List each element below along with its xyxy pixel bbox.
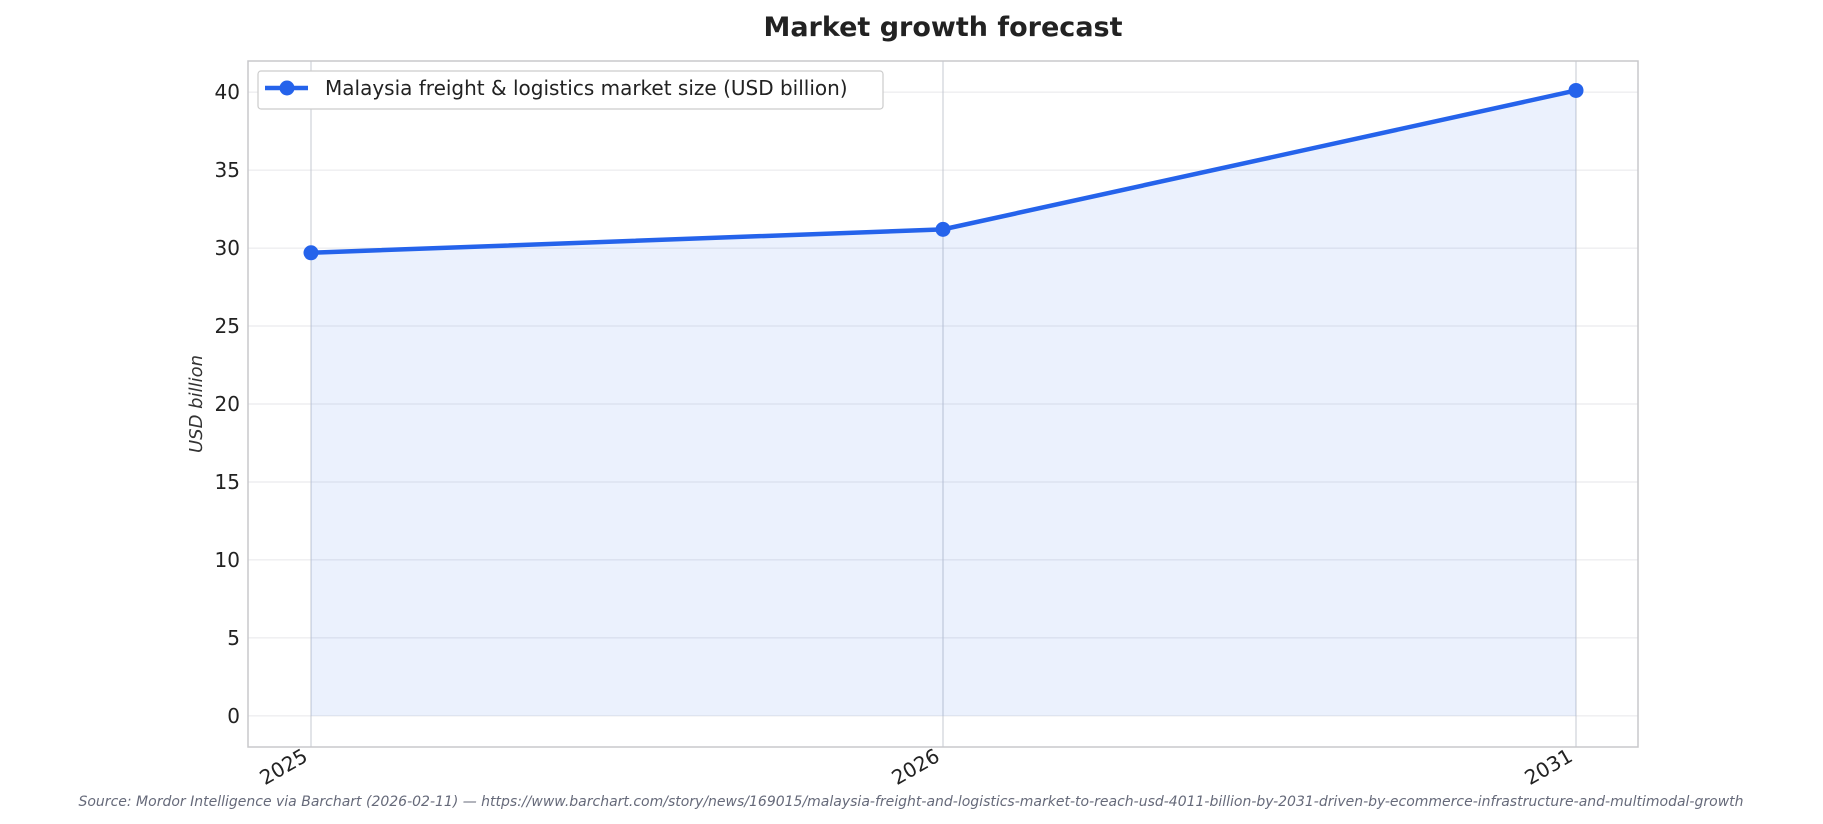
x-tick-label: 2026	[887, 744, 943, 790]
data-point	[303, 245, 319, 261]
y-tick-label: 10	[215, 548, 240, 572]
y-tick-label: 35	[215, 158, 240, 182]
legend-box	[257, 70, 884, 110]
y-tick-label: 15	[215, 470, 240, 494]
x-tick-label: 2025	[255, 744, 311, 790]
y-tick-label: 5	[227, 626, 240, 650]
series-area	[311, 90, 1576, 716]
y-tick-label: 30	[215, 236, 240, 260]
x-tick-label: 2031	[1520, 744, 1576, 790]
data-point	[935, 221, 951, 237]
legend: Malaysia freight & logistics market size…	[257, 70, 884, 110]
plot-frame	[247, 60, 1639, 748]
y-tick-label: 25	[215, 314, 240, 338]
data-point	[1568, 82, 1584, 98]
y-tick-label: 20	[215, 392, 240, 416]
source-note: Source: Mordor Intelligence via Barchart…	[78, 794, 1743, 810]
y-tick-label: 0	[227, 704, 240, 728]
y-tick-label: 40	[215, 80, 240, 104]
legend-marker-swatch	[279, 80, 295, 96]
chart-title: Market growth forecast	[763, 12, 1122, 43]
legend-label: Malaysia freight & logistics market size…	[325, 76, 848, 100]
y-axis-label: USD billion	[186, 355, 207, 453]
